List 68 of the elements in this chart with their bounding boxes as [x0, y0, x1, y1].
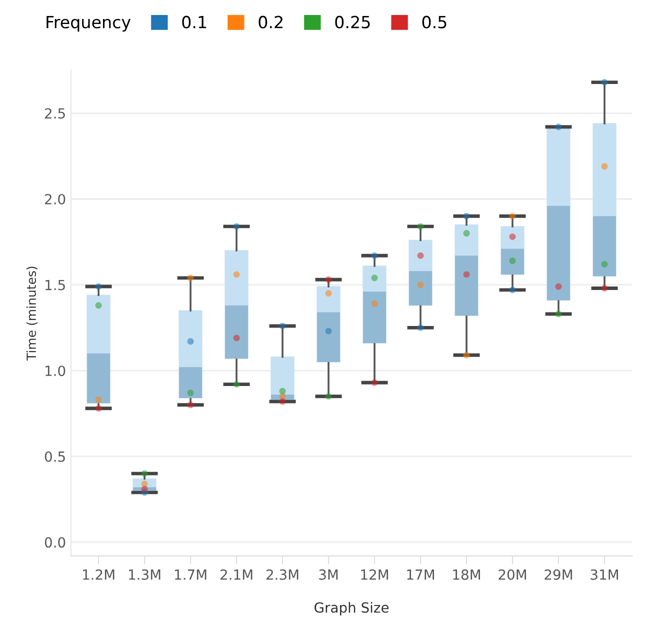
- y-tick-label: 0.5: [44, 451, 65, 462]
- y-tick-label: 0.0: [44, 537, 66, 548]
- legend-label: 0.2: [258, 16, 282, 28]
- point: [371, 300, 378, 307]
- point: [187, 338, 194, 345]
- legend-title: Frequency: [46, 16, 131, 32]
- point: [325, 328, 332, 334]
- point: [417, 252, 424, 259]
- point: [187, 390, 194, 396]
- point: [95, 396, 102, 404]
- point: [417, 282, 424, 288]
- point: [279, 388, 286, 394]
- point: [279, 322, 286, 330]
- legend-label: 0.25: [335, 16, 370, 28]
- y-tick-label: 1.0: [46, 366, 66, 376]
- point: [141, 486, 148, 492]
- point: [187, 274, 194, 282]
- point: [601, 260, 608, 268]
- point: [417, 223, 424, 230]
- point: [509, 212, 516, 220]
- point: [463, 352, 470, 358]
- point: [325, 393, 332, 400]
- point: [279, 398, 286, 405]
- x-tick-label: 12M: [361, 569, 388, 580]
- point: [601, 79, 608, 86]
- point: [325, 290, 332, 297]
- x-tick-label: 1.3M: [129, 569, 160, 580]
- x-tick-label: 20M: [498, 569, 526, 580]
- x-tick-label: 1.7M: [175, 570, 206, 580]
- x-tick-label: 2.3M: [266, 569, 298, 580]
- point: [371, 379, 378, 386]
- point: [233, 271, 240, 278]
- point: [601, 163, 608, 170]
- point: [555, 310, 562, 318]
- point: [95, 283, 102, 290]
- point: [463, 271, 470, 278]
- y-tick-label: 2.5: [45, 108, 65, 119]
- x-tick-label: 29M: [544, 569, 572, 580]
- x-tick-label: 1.2M: [83, 569, 114, 580]
- point: [509, 286, 516, 294]
- point: [233, 381, 240, 388]
- point: [509, 233, 516, 240]
- x-tick-label: 17M: [407, 570, 434, 580]
- point: [371, 252, 378, 259]
- point: [141, 470, 148, 477]
- y-tick-label: 2.0: [45, 194, 66, 204]
- y-axis-title: Time (minutes): [26, 266, 38, 361]
- x-axis-title: Graph Size: [314, 602, 389, 616]
- y-tick-label: 1.5: [46, 280, 65, 290]
- x-tick-label: 3M: [319, 569, 338, 580]
- point: [325, 276, 332, 283]
- point: [463, 212, 470, 220]
- x-tick-label: 2.1M: [220, 569, 252, 580]
- point: [371, 274, 378, 282]
- point: [95, 302, 102, 309]
- point: [233, 334, 240, 342]
- legend-label: 0.1: [182, 16, 206, 28]
- point: [417, 324, 424, 331]
- point: [187, 402, 194, 408]
- point: [95, 405, 102, 412]
- legend-label: 0.5: [422, 16, 446, 28]
- point: [555, 124, 562, 130]
- point: [463, 230, 470, 237]
- x-tick-label: 31M: [590, 569, 618, 580]
- point: [233, 223, 240, 230]
- x-tick-label: 18M: [453, 569, 480, 580]
- point: [555, 283, 562, 290]
- point: [601, 284, 608, 292]
